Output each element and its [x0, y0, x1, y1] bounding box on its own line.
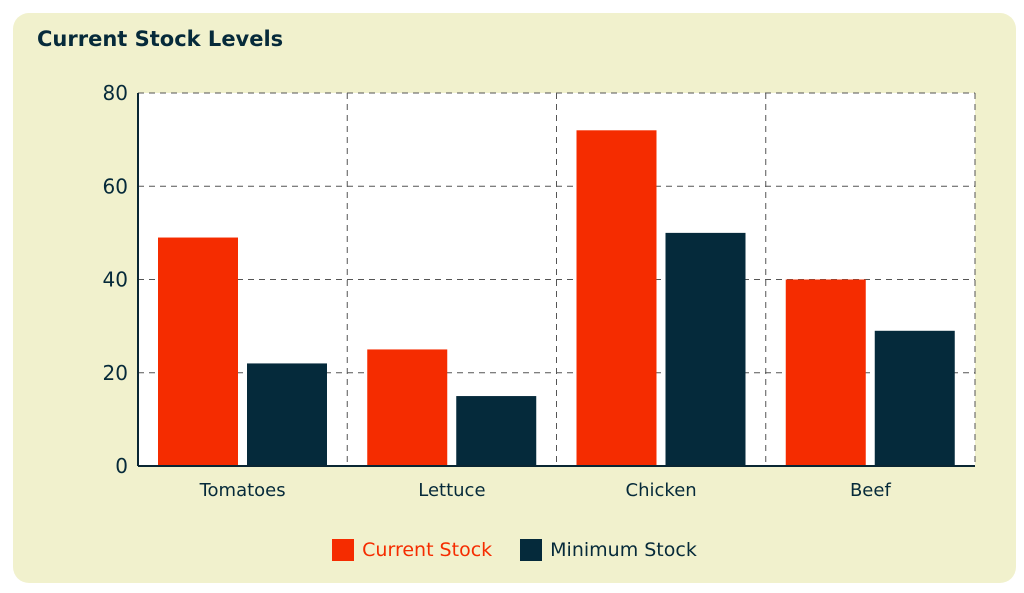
legend-item: Current Stock	[332, 539, 492, 561]
bar-current-stock-tomatoes	[158, 237, 238, 466]
legend-item: Minimum Stock	[520, 539, 697, 561]
bar-minimum-stock-beef	[874, 330, 955, 466]
bar-minimum-stock-chicken	[665, 232, 746, 466]
legend-label: Current Stock	[362, 539, 493, 561]
bar-minimum-stock-tomatoes	[247, 363, 327, 466]
y-tick-label: 0	[115, 454, 128, 478]
legend-swatch	[520, 539, 543, 561]
bar-chart: 0 20 40 60 80 Tomatoes Lettuce Chicken Beef	[103, 81, 976, 501]
chart-card: Current Stock Levels 0 20 40 60 80 Tomatoes Le…	[13, 13, 1016, 583]
y-tick-label: 40	[103, 268, 128, 292]
y-tick-label: 20	[103, 361, 128, 385]
legend-label: Minimum Stock	[550, 539, 697, 561]
y-tick-label: 80	[103, 81, 128, 105]
x-tick-label: Beef	[850, 480, 891, 501]
bar-current-stock-beef	[785, 279, 866, 466]
bar-current-stock-chicken	[576, 130, 657, 467]
y-tick-label: 60	[103, 174, 128, 198]
legend: Current Stock Minimum Stock	[13, 539, 1016, 561]
x-tick-label: Tomatoes	[199, 480, 286, 501]
chart-title: Current Stock Levels	[37, 27, 284, 51]
bar-minimum-stock-lettuce	[456, 396, 537, 466]
legend-swatch	[332, 539, 355, 561]
bar-current-stock-lettuce	[367, 349, 448, 466]
x-tick-label: Chicken	[626, 480, 697, 501]
x-tick-label: Lettuce	[418, 480, 485, 501]
